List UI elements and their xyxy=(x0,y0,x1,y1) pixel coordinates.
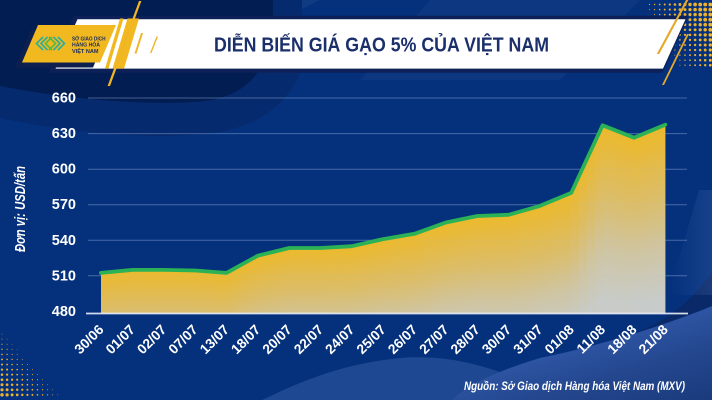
svg-text:570: 570 xyxy=(52,197,76,213)
svg-text:DIỄN BIẾN GIÁ GẠO 5% CỦA VIỆT: DIỄN BIẾN GIÁ GẠO 5% CỦA VIỆT NAM xyxy=(214,33,549,57)
svg-text:480: 480 xyxy=(52,304,76,320)
svg-text:540: 540 xyxy=(52,233,76,249)
svg-text:Nguồn: Sở Giao dịch Hàng hóa V: Nguồn: Sở Giao dịch Hàng hóa Việt Nam (M… xyxy=(464,379,685,393)
svg-text:SỞ GIAO DỊCH: SỞ GIAO DỊCH xyxy=(72,35,106,42)
svg-text:600: 600 xyxy=(52,162,76,178)
svg-text:630: 630 xyxy=(52,126,76,142)
svg-text:510: 510 xyxy=(52,268,76,284)
svg-text:Đơn vị: USD/tấn: Đơn vị: USD/tấn xyxy=(12,166,29,252)
svg-text:HÀNG HÓA: HÀNG HÓA xyxy=(72,41,100,49)
svg-text:VIỆT NAM: VIỆT NAM xyxy=(72,47,99,55)
svg-text:660: 660 xyxy=(52,91,76,107)
